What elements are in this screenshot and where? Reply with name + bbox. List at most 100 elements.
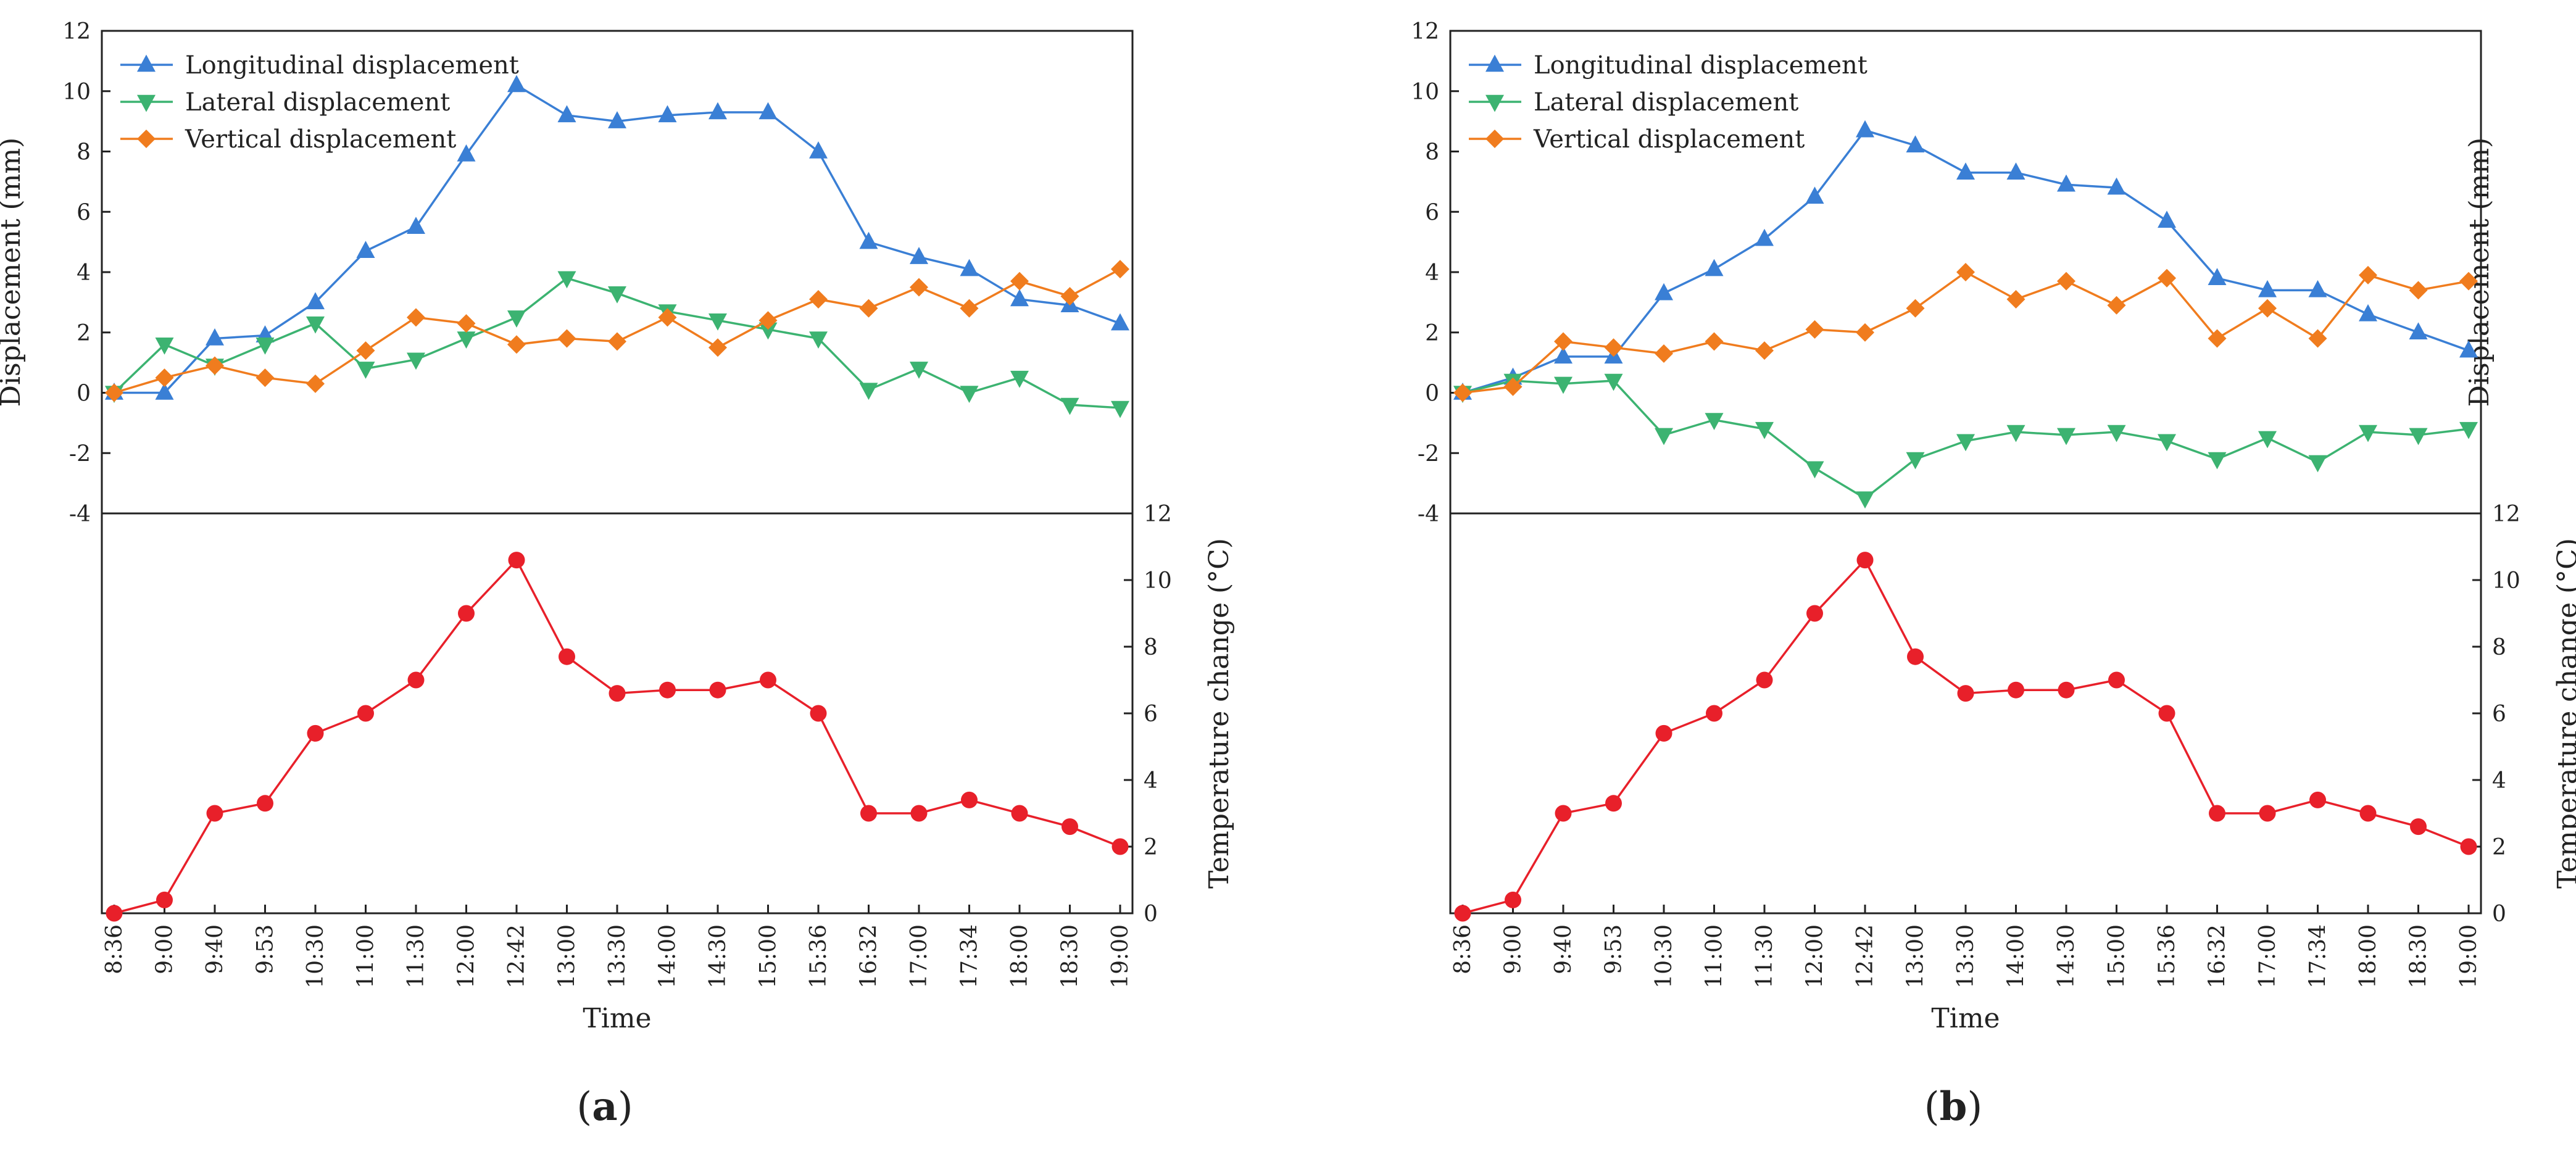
data-point <box>1453 383 1472 402</box>
y-tick-label: 8 <box>1425 140 1439 165</box>
data-point <box>1010 370 1029 388</box>
data-point <box>458 605 475 622</box>
data-point <box>1010 272 1029 291</box>
data-point <box>155 383 174 400</box>
x-tick-label: 11:30 <box>404 924 429 989</box>
x-tick-label: 15:36 <box>806 924 831 989</box>
data-point <box>1655 344 1673 363</box>
x-tick-label: 17:34 <box>2306 924 2331 989</box>
panel-a: -4 -2 0 2 4 6 8 10 12 0 2 4 6 8 10 12 8:36 9:00 9:40 9:53 10… <box>0 19 1235 1130</box>
x-tick-label: 14:00 <box>655 924 681 989</box>
data-point <box>960 259 979 276</box>
x-tick-label: 10:30 <box>1652 924 1677 989</box>
data-point <box>2158 268 2176 288</box>
data-point <box>2359 304 2377 321</box>
data-point <box>557 329 576 348</box>
x-tick-label: 18:00 <box>1007 924 1032 989</box>
data-point <box>2057 174 2075 192</box>
data-point <box>356 362 375 379</box>
y-tick-label: -4 <box>69 502 91 527</box>
data-point <box>508 552 525 569</box>
panel-label-open: ( <box>1924 1084 1940 1130</box>
data-point <box>106 905 123 922</box>
series-lateral-displacement <box>1453 373 2478 509</box>
data-point <box>206 328 224 346</box>
x-tick-label: 9:00 <box>1501 924 1526 974</box>
data-point <box>809 331 828 349</box>
data-point <box>507 335 526 354</box>
data-point <box>2208 268 2227 286</box>
y-tick-label: 8 <box>77 140 91 165</box>
y2-tick-label: 12 <box>2492 502 2520 527</box>
data-point <box>1956 162 1975 180</box>
data-point <box>357 705 374 722</box>
data-point <box>658 105 677 123</box>
x-tick-label: 12:42 <box>1853 924 1878 989</box>
data-point <box>1806 605 1823 622</box>
data-point <box>910 247 928 264</box>
y2-tick-label: 2 <box>1144 835 1158 860</box>
data-point <box>2460 838 2477 855</box>
data-point <box>1755 341 1774 360</box>
y-tick-label: -2 <box>69 441 91 467</box>
data-point <box>2359 425 2377 442</box>
data-point <box>910 362 928 379</box>
x-tick-label: 14:00 <box>2004 924 2029 989</box>
data-point <box>859 383 878 400</box>
y2-axis-title: Temperature change (°C) <box>1203 538 1235 889</box>
data-point <box>1805 320 1824 339</box>
data-point <box>1906 135 1925 152</box>
data-point <box>105 383 123 402</box>
x-tick-label: 19:00 <box>2456 924 2482 989</box>
data-point <box>810 705 827 722</box>
x-tick-label: 11:00 <box>354 924 379 989</box>
data-point <box>306 374 325 393</box>
legend-marker <box>1485 94 1504 112</box>
data-point <box>2107 177 2126 195</box>
data-point <box>557 105 576 123</box>
data-point <box>155 368 174 388</box>
data-point <box>2057 272 2075 291</box>
y2-tick-label: 8 <box>2492 635 2506 660</box>
y-tick-label: 4 <box>1425 260 1439 286</box>
y2-tick-label: 12 <box>1144 502 1172 527</box>
y-tick-label: -2 <box>1418 441 1439 467</box>
x-tick-label: 16:32 <box>857 924 882 989</box>
data-point <box>2259 805 2276 822</box>
data-point <box>356 341 375 360</box>
panel-label-open: ( <box>576 1084 592 1130</box>
data-point <box>1604 373 1623 391</box>
data-point <box>457 314 476 333</box>
data-point <box>609 685 626 702</box>
data-point <box>859 299 878 318</box>
data-point <box>1755 421 1774 439</box>
data-point <box>608 286 626 304</box>
data-point <box>1554 346 1573 364</box>
data-point <box>1454 905 1471 922</box>
data-point <box>2459 272 2478 291</box>
panel-label-close: ) <box>1967 1084 1982 1130</box>
data-point <box>256 338 275 355</box>
data-point <box>2006 289 2025 309</box>
legend: Longitudinal displacement Lateral displac… <box>120 51 519 154</box>
data-point <box>1856 120 1874 138</box>
data-point <box>407 671 425 689</box>
data-point <box>1655 283 1673 301</box>
panel-label: (b) <box>1924 1084 1983 1130</box>
data-point <box>1706 705 1722 722</box>
x-tick-label: 9:53 <box>1602 924 1627 974</box>
x-tick-label: 9:00 <box>152 924 178 974</box>
y2-tick-label: 6 <box>1144 702 1158 727</box>
data-point <box>1705 332 1724 351</box>
x-tick-label: 13:30 <box>1953 924 1979 989</box>
y2-tick-label: 4 <box>2492 768 2506 794</box>
x-tick-label: 13:30 <box>605 924 630 989</box>
data-point <box>760 671 776 689</box>
data-point <box>1503 377 1523 396</box>
y-tick-label: 6 <box>1425 200 1439 225</box>
legend-label: Lateral displacement <box>185 88 450 117</box>
data-point <box>407 217 425 234</box>
x-tick-label: 19:00 <box>1108 924 1133 989</box>
y2-tick-label: 4 <box>1144 768 1158 794</box>
